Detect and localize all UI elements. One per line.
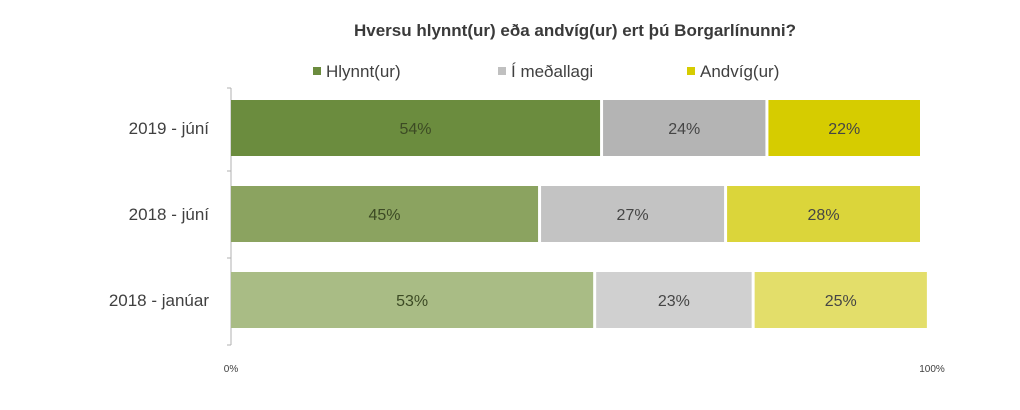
legend-label: Andvíg(ur) [700,62,779,81]
x-tick-label: 100% [919,364,945,375]
category-label: 2019 - júní [129,119,210,138]
data-label: 53% [396,293,428,310]
bar-segment [596,272,752,328]
data-label: 28% [808,207,840,224]
legend-item: Í meðallagi [498,62,593,81]
data-label: 22% [828,121,860,138]
data-label: 24% [668,121,700,138]
category-label: 2018 - júní [129,205,210,224]
x-tick-label: 0% [224,364,239,375]
legend: Hlynnt(ur) Í meðallagi Andvíg(ur) [313,62,779,81]
bar-segment [231,272,594,328]
legend-swatch [498,67,506,75]
chart-title: Hversu hlynnt(ur) eða andvíg(ur) ert þú … [354,21,796,40]
legend-label: Í meðallagi [511,62,593,81]
plot-area: 2019 - júní 54% 24% 22% 2018 - júní 45% 27% 28%… [109,87,945,375]
data-label: 54% [400,121,432,138]
legend-label: Hlynnt(ur) [326,62,401,81]
category-label: 2018 - janúar [109,291,210,310]
data-label: 25% [825,293,857,310]
data-label: 27% [617,207,649,224]
bar-segment [727,186,920,242]
bar-segment [231,186,539,242]
bar-segment [603,100,766,156]
legend-item: Hlynnt(ur) [313,62,401,81]
bar-segment [541,186,725,242]
legend-swatch [687,67,695,75]
legend-swatch [313,67,321,75]
bar-segment [768,100,920,156]
bar-segment [231,100,601,156]
bar-segment [754,272,927,328]
legend-item: Andvíg(ur) [687,62,779,81]
data-label: 45% [369,207,401,224]
data-label: 23% [658,293,690,310]
